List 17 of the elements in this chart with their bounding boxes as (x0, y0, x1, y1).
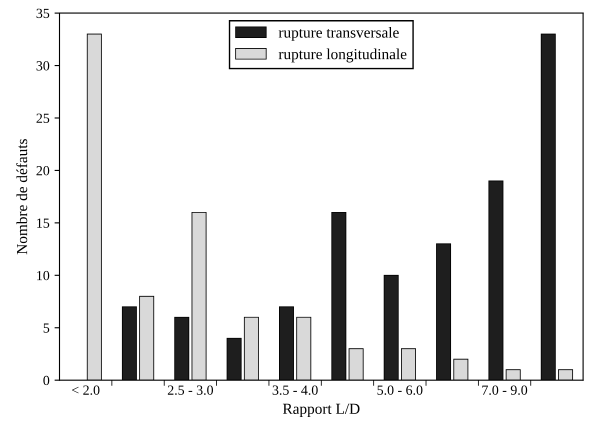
legend-label: rupture transversale (278, 26, 399, 41)
y-tick-label: 35 (36, 8, 50, 18)
legend-label: rupture longitudinale (278, 48, 406, 62)
y-tick-label: 0 (43, 376, 50, 386)
y-tick-label: 15 (37, 218, 50, 228)
y-axis-title: Nombre de défauts (16, 139, 28, 254)
y-tick-label: 10 (37, 270, 50, 280)
x-tick-label: 7.0 - 9.0 (482, 385, 528, 395)
x-axis-title: Rapport L/D (282, 404, 360, 418)
y-tick-label: 25 (36, 114, 50, 123)
x-tick-label: 3.5 - 4.0 (272, 385, 318, 395)
x-tick-label: 2.5 - 3.0 (168, 385, 214, 395)
x-tick-label: < 2.0 (72, 385, 100, 395)
y-tick-label: 5 (44, 323, 50, 333)
y-tick-label: 30 (36, 61, 50, 71)
y-tick-label: 20 (36, 166, 50, 176)
x-tick-label: 5.0 - 6.0 (378, 385, 422, 395)
